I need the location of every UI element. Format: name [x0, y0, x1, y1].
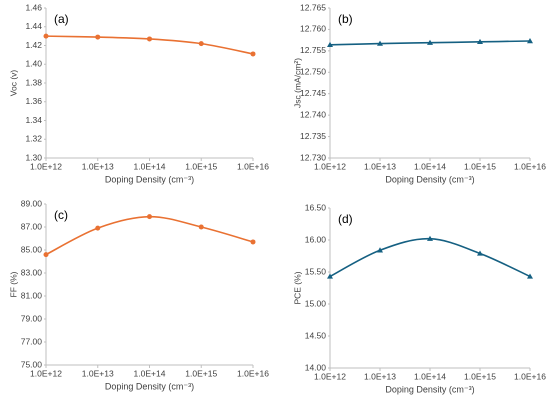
marker [147, 214, 152, 220]
x-axis-title: Doping Density (cm⁻³) [105, 381, 194, 391]
y-tick-label: 14.50 [305, 330, 327, 340]
marker [250, 239, 256, 245]
y-tick-label: 1.34 [25, 115, 42, 125]
x-tick-label: 1.0E+14 [134, 368, 166, 378]
y-tick-label: 12.760 [300, 24, 326, 34]
y-tick-label: 12.735 [300, 131, 326, 141]
y-tick-label: 1.32 [25, 134, 42, 144]
x-tick-label: 1.0E+14 [134, 161, 166, 171]
x-tick-label: 1.0E+14 [414, 161, 446, 171]
marker [327, 273, 333, 279]
x-tick-label: 1.0E+15 [185, 368, 217, 378]
series-line [45, 215, 254, 256]
marker [43, 252, 49, 258]
x-tick-label: 1.0E+16 [514, 161, 546, 171]
y-tick-label: 16.50 [305, 202, 327, 212]
y-tick-label: 16.00 [305, 234, 327, 244]
x-tick-label: 1.0E+16 [237, 161, 269, 171]
y-tick-label: 85.00 [21, 244, 43, 254]
panel-label: (c) [54, 208, 68, 222]
y-tick-label: 12.765 [300, 2, 326, 12]
x-tick-label: 1.0E+15 [185, 161, 217, 171]
y-tick-label: 12.730 [300, 152, 326, 162]
x-tick-label: 1.0E+12 [314, 371, 346, 381]
x-tick-label: 1.0E+13 [364, 161, 396, 171]
y-tick-label: 83.00 [21, 267, 43, 277]
x-tick-label: 1.0E+12 [30, 161, 62, 171]
marker [527, 38, 533, 44]
marker [427, 39, 433, 45]
marker [43, 33, 49, 39]
x-tick-label: 1.0E+16 [237, 368, 269, 378]
marker [427, 235, 433, 241]
y-tick-label: 77.00 [21, 336, 43, 346]
marker [95, 225, 101, 231]
y-axis-title: FF (%) [8, 271, 18, 297]
y-tick-label: 75.00 [21, 359, 43, 369]
marker [477, 38, 483, 45]
y-tick-label: 12.755 [300, 45, 326, 55]
x-axis-title: Doping Density (cm⁻³) [105, 174, 194, 184]
y-tick-label: 1.44 [25, 21, 42, 31]
x-tick-label: 1.0E+15 [464, 371, 496, 381]
y-tick-label: 1.38 [25, 77, 42, 87]
x-tick-label: 1.0E+12 [30, 368, 62, 378]
y-tick-label: 14.00 [305, 362, 327, 372]
series-line [329, 237, 531, 278]
y-tick-label: 89.00 [21, 198, 43, 208]
marker [250, 51, 256, 57]
marker [377, 247, 383, 253]
panel-label: (d) [338, 212, 353, 226]
marker [198, 224, 204, 230]
marker [477, 250, 483, 256]
x-axis-title: Doping Density (cm⁻³) [385, 174, 474, 184]
marker [198, 41, 204, 47]
y-tick-label: 12.750 [300, 67, 326, 77]
marker [147, 36, 152, 42]
x-tick-label: 1.0E+13 [82, 368, 114, 378]
panel-label: (a) [54, 12, 69, 26]
y-axis-title: PCE (%) [292, 271, 302, 304]
y-axis-title: Voc (v) [8, 70, 18, 97]
y-tick-label: 81.00 [21, 290, 43, 300]
y-tick-label: 79.00 [21, 313, 43, 323]
y-tick-label: 1.36 [25, 96, 42, 106]
y-axis-title: Jsc (mA/cm²) [292, 58, 302, 108]
x-tick-label: 1.0E+12 [314, 161, 346, 171]
y-tick-label: 12.740 [300, 109, 326, 119]
y-tick-label: 1.42 [25, 40, 42, 50]
y-tick-label: 87.00 [21, 221, 43, 231]
panel-label: (b) [338, 12, 353, 26]
x-tick-label: 1.0E+16 [514, 371, 546, 381]
x-tick-label: 1.0E+14 [414, 371, 446, 381]
x-tick-label: 1.0E+13 [364, 371, 396, 381]
y-tick-label: 1.46 [25, 2, 42, 12]
y-tick-label: 15.50 [305, 266, 327, 276]
marker [327, 41, 333, 48]
marker [95, 34, 101, 40]
x-tick-label: 1.0E+13 [82, 161, 114, 171]
y-tick-label: 1.30 [25, 152, 42, 162]
x-axis-title: Doping Density (cm⁻³) [385, 384, 474, 394]
marker [527, 273, 533, 279]
y-tick-label: 15.00 [305, 298, 327, 308]
x-tick-label: 1.0E+15 [464, 161, 496, 171]
marker [377, 40, 383, 46]
y-tick-label: 1.40 [25, 59, 42, 69]
y-tick-label: 12.745 [300, 88, 326, 98]
